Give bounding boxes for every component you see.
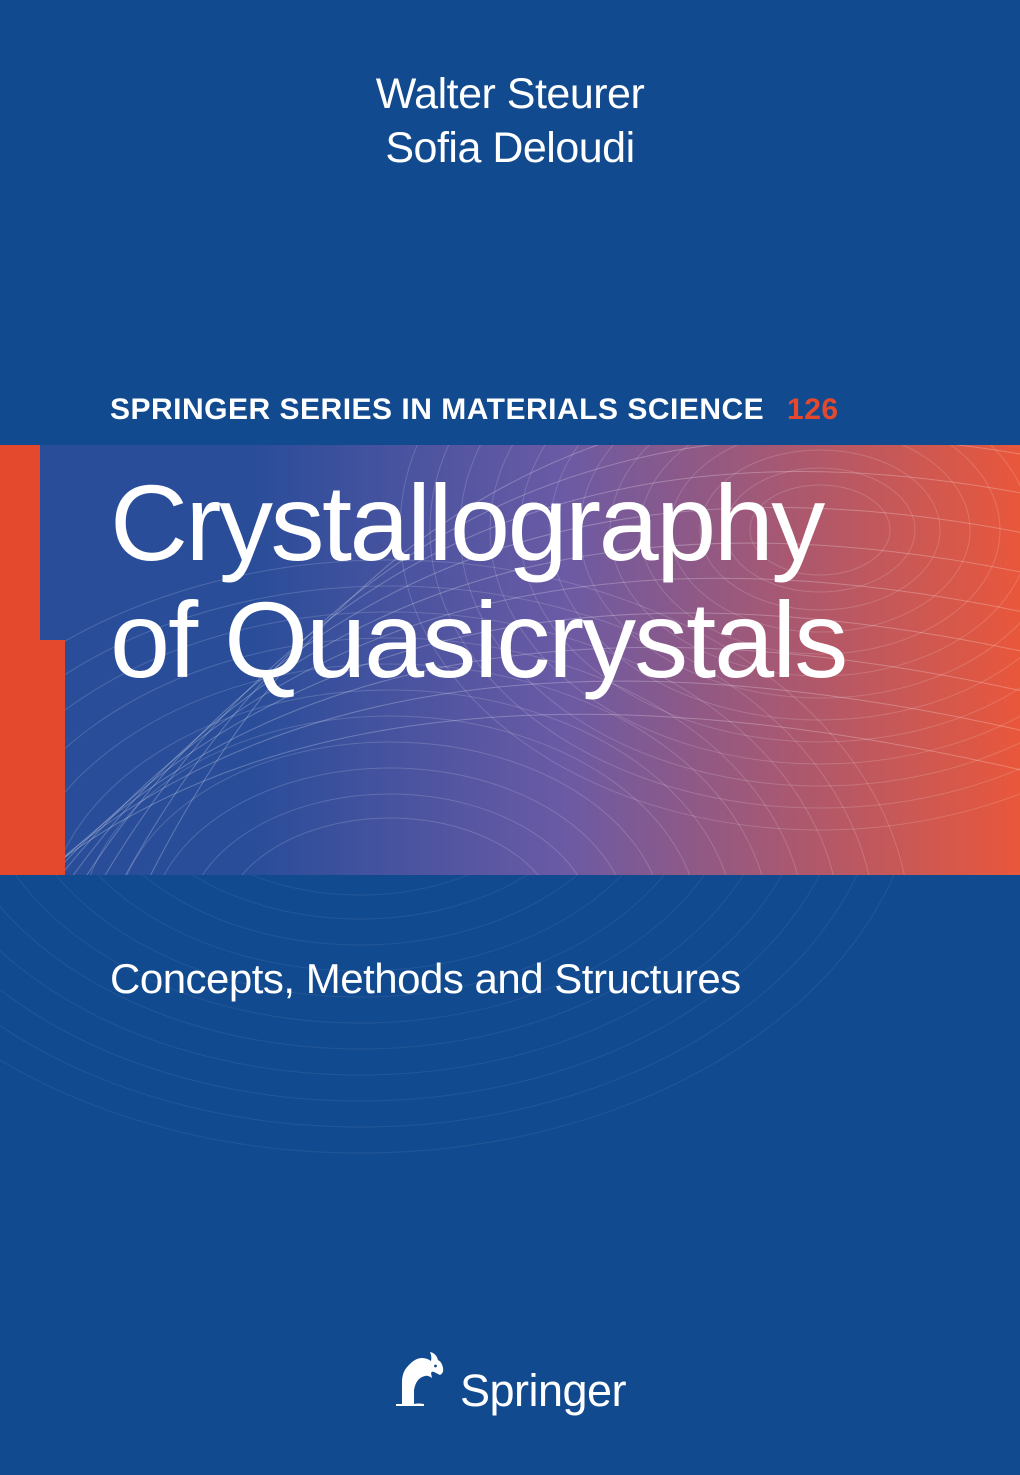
series-label: SPRINGER SERIES IN MATERIALS SCIENCE xyxy=(110,393,764,426)
author-block: Walter Steurer Sofia Deloudi xyxy=(0,68,1020,176)
springer-horse-icon xyxy=(394,1348,446,1406)
publisher-block: Springer xyxy=(0,1348,1020,1417)
publisher-name: Springer xyxy=(460,1365,626,1417)
accent-bar-upper xyxy=(0,445,40,640)
author-line-1: Walter Steurer xyxy=(0,68,1020,122)
book-subtitle: Concepts, Methods and Structures xyxy=(110,955,741,1003)
book-cover: Walter Steurer Sofia Deloudi SPRINGER SE… xyxy=(0,0,1020,1475)
title-line-1: Crystallography xyxy=(110,465,846,582)
book-title: Crystallography of Quasicrystals xyxy=(110,465,846,698)
series-line: SPRINGER SERIES IN MATERIALS SCIENCE 126 xyxy=(110,393,839,427)
title-line-2: of Quasicrystals xyxy=(110,582,846,699)
series-number: 126 xyxy=(787,393,839,426)
author-line-2: Sofia Deloudi xyxy=(0,122,1020,176)
cover-background-top xyxy=(0,0,1020,445)
accent-bar-lower xyxy=(0,640,65,875)
